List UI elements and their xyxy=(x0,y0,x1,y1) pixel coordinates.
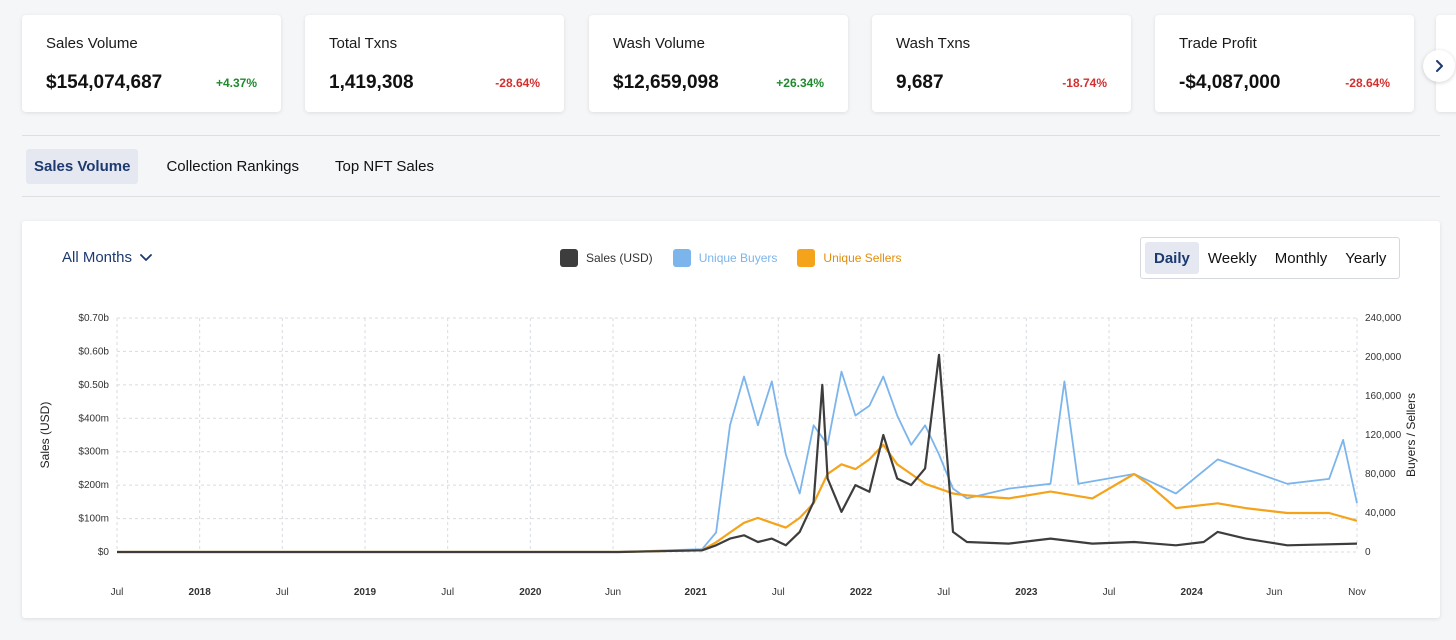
chart-card: All Months Sales (USD) Unique Buyers Uni… xyxy=(22,221,1440,618)
x-tick-label: Jul xyxy=(772,587,785,598)
y-right-tick-label: 120,000 xyxy=(1365,430,1402,441)
kpi-title: Sales Volume xyxy=(46,35,138,52)
kpi-title: Wash Txns xyxy=(896,35,971,52)
legend-item-sellers[interactable]: Unique Sellers xyxy=(797,249,901,267)
series-layer xyxy=(117,353,1358,554)
x-tick-label: Jul xyxy=(111,587,124,598)
y-left-tick-label: $0 xyxy=(98,547,110,558)
kpi-value: -$4,087,000 xyxy=(1179,72,1281,93)
x-tick-label: Jul xyxy=(276,587,289,598)
x-tick-label: 2019 xyxy=(354,587,377,598)
legend-swatch xyxy=(797,249,816,267)
tab-sales-volume[interactable]: Sales Volume xyxy=(26,149,139,184)
kpi-value: 9,687 xyxy=(896,72,944,93)
legend-label: Unique Buyers xyxy=(698,251,778,265)
kpi-value: $12,659,098 xyxy=(613,72,719,93)
tab-bar: Sales Volume Collection Rankings Top NFT… xyxy=(26,149,462,184)
kpi-value: 1,419,308 xyxy=(329,72,414,93)
x-tick-label: Jul xyxy=(1103,587,1116,598)
x-tick-label: 2021 xyxy=(685,587,708,598)
x-tick-label: 2020 xyxy=(519,587,542,598)
kpi-card-sales-volume[interactable]: Sales Volume $154,074,687 +4.37% xyxy=(22,15,281,112)
y-left-tick-label: $100m xyxy=(78,514,109,525)
y-right-tick-label: 200,000 xyxy=(1365,352,1402,363)
y-right-tick-label: 240,000 xyxy=(1365,313,1402,324)
legend-label: Unique Sellers xyxy=(823,251,902,265)
x-tick-label: Nov xyxy=(1348,587,1366,598)
kpi-change: -28.64% xyxy=(495,76,540,90)
x-tick-label: 2022 xyxy=(850,587,873,598)
divider xyxy=(22,196,1440,197)
kpi-title: Trade Profit xyxy=(1179,35,1257,52)
legend-swatch xyxy=(672,249,691,267)
kpi-change: +4.37% xyxy=(215,76,257,90)
y-right-tick-label: 0 xyxy=(1365,547,1371,558)
y-left-tick-label: $300m xyxy=(78,447,109,458)
tab-collection-rankings[interactable]: Collection Rankings xyxy=(166,158,300,175)
kpi-title: Wash Volume xyxy=(613,35,705,52)
y-left-tick-label: $0.50b xyxy=(78,380,109,391)
y-left-tick-label: $400m xyxy=(78,413,109,424)
kpi-card-trade-profit[interactable]: Trade Profit -$4,087,000 -28.64% xyxy=(1155,15,1414,112)
y-left-tick-label: $0.70b xyxy=(78,313,109,324)
x-tick-label: Jun xyxy=(605,587,621,598)
chevron-down-icon xyxy=(140,253,152,261)
x-tick-label: 2023 xyxy=(1015,587,1038,598)
chart-legend: Sales (USD) Unique Buyers Unique Sellers xyxy=(560,249,921,267)
kpi-change: +26.34% xyxy=(776,76,824,90)
sales-chart: $0 $100m $200m $300m $400m $0.50b $0.60b $0.70b… xyxy=(38,313,1418,598)
legend-label: Sales (USD) xyxy=(586,251,653,265)
kpi-card-total-txns[interactable]: Total Txns 1,419,308 -28.64% xyxy=(305,15,564,112)
legend-item-sales[interactable]: Sales (USD) xyxy=(560,249,653,267)
legend-item-buyers[interactable]: Unique Buyers xyxy=(672,249,778,267)
series-line-unique-sellers xyxy=(117,443,1358,554)
y-right-tick-label: 40,000 xyxy=(1365,508,1396,519)
legend-swatch xyxy=(560,249,578,267)
kpi-value: $154,074,687 xyxy=(46,72,163,93)
kpi-title: Total Txns xyxy=(329,35,398,52)
grid-layer xyxy=(116,317,1358,553)
period-weekly-button[interactable]: Weekly xyxy=(1207,249,1257,267)
y-right-tick-label: 80,000 xyxy=(1365,469,1396,480)
tab-top-nft-sales[interactable]: Top NFT Sales xyxy=(335,158,434,175)
y-left-tick-label: $0.60b xyxy=(78,346,109,357)
kpi-card-wash-volume[interactable]: Wash Volume $12,659,098 +26.34% xyxy=(589,15,848,112)
next-button[interactable] xyxy=(1423,50,1455,82)
period-toggle-group: Daily Weekly Monthly Yearly xyxy=(1140,237,1401,279)
divider xyxy=(22,135,1440,136)
y-right-tick-label: 160,000 xyxy=(1365,391,1402,402)
series-line-sales-usd xyxy=(117,353,1358,554)
chevron-right-icon xyxy=(1436,60,1443,72)
x-tick-label: Jun xyxy=(1266,587,1282,598)
month-filter-label: All Months xyxy=(62,249,133,266)
x-tick-label: 2018 xyxy=(189,587,212,598)
period-yearly-button[interactable]: Yearly xyxy=(1345,249,1387,267)
x-tick-label: Jul xyxy=(937,587,950,598)
series-line-unique-buyers xyxy=(117,370,1358,553)
x-tick-label: 2024 xyxy=(1181,587,1204,598)
period-daily-button[interactable]: Daily xyxy=(1145,242,1199,274)
period-monthly-button[interactable]: Monthly xyxy=(1274,249,1328,267)
y-left-tick-label: $200m xyxy=(78,480,109,491)
kpi-change: -18.74% xyxy=(1062,76,1107,90)
kpi-card-wash-txns[interactable]: Wash Txns 9,687 -18.74% xyxy=(872,15,1131,112)
kpi-change: -28.64% xyxy=(1345,76,1390,90)
axis-layer: $0 $100m $200m $300m $400m $0.50b $0.60b $0.70b… xyxy=(38,313,1418,598)
y-left-axis-title: Sales (USD) xyxy=(38,402,52,469)
month-filter-dropdown[interactable]: All Months xyxy=(62,249,152,266)
y-right-axis-title: Buyers / Sellers xyxy=(1404,393,1418,477)
x-tick-label: Jul xyxy=(441,587,454,598)
kpi-row: Sales Volume $154,074,687 +4.37% Total T… xyxy=(22,15,1456,112)
